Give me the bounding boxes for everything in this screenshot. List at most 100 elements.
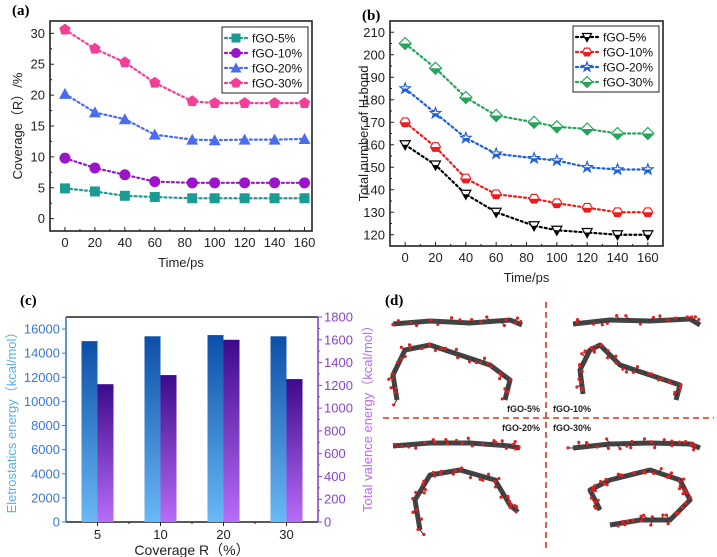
data-point [640,126,655,141]
x-tick-label: 10 [153,527,167,542]
data-point [458,90,473,105]
data-point [268,133,281,145]
data-point [610,126,625,141]
data-point [119,190,130,201]
y-tick-label: 200 [363,47,385,62]
data-point [148,128,161,140]
bar-eletrostatics [144,336,161,522]
data-point [429,142,442,152]
data-point [640,162,655,176]
legend: fGO-5%fGO-10%fGO-20%fGO-30% [572,25,660,93]
legend: fGO-5%fGO-10%fGO-20%fGO-30% [221,26,309,94]
data-point [428,61,443,76]
y-axis-label-left: Eletrostatics energy（kcal/mol） [4,326,19,514]
data-point [186,177,198,189]
x-tick-label: 40 [118,235,132,250]
panel-a-chart: 0 20 40 60 80 100 120 140 160 0 5 10 15 20 25 30 Time/ps… [10,20,316,270]
y-tick-label-right: 400 [324,469,346,484]
x-axis-label: Coverage R（%） [134,542,249,557]
data-point [399,117,411,128]
data-point [186,95,198,107]
data-point [299,177,311,189]
data-point [550,225,563,237]
data-point [239,193,250,204]
panel-b-chart: 0 20 40 60 80 100 120 140 160 120 130 140 150 160 170 1… [356,20,664,285]
data-point [187,193,198,204]
legend-marker [230,62,242,73]
x-tick-label: 140 [264,235,286,250]
legend-marker [231,33,241,43]
y-tick-label-right: 1400 [324,355,353,370]
data-point [59,152,71,164]
data-point [527,150,542,165]
molecule-5-curved [387,342,513,407]
snapshot-label-20: fGO-20% [502,423,540,433]
data-point [298,97,311,109]
data-point [489,108,504,123]
data-point [119,56,131,68]
data-point [528,193,540,204]
molecule-30-curved [587,467,693,528]
bar-eletrostatics [270,336,287,522]
x-tick-label: 0 [402,250,409,265]
y-tick-label: 170 [363,115,385,130]
data-point [490,207,503,219]
y-tick-label-right: 800 [324,423,346,438]
y-tick-label-left: 6000 [31,442,60,457]
x-tick-label: 20 [216,527,230,542]
bar-valence [223,339,240,522]
y-tick-label-left: 4000 [31,466,60,481]
data-point [458,130,473,144]
legend-label: fGO-30% [603,76,653,90]
data-point [89,186,100,197]
data-point [489,146,504,160]
data-point [527,115,541,130]
panel-c-chart: 5 10 20 30020004000600080001000012000140001… [4,310,375,557]
molecule-10-curved [575,342,683,401]
y-tick-label-right: 1600 [324,332,353,347]
data-point [269,177,281,189]
y-tick-label: 210 [363,25,385,40]
x-tick-label: 120 [576,250,598,265]
x-tick-label: 30 [279,527,293,542]
bar-eletrostatics [81,341,98,522]
molecule-10-flat [572,314,702,328]
data-point [239,177,251,189]
molecule-5-flat [391,315,523,328]
data-point [428,105,443,120]
data-point [611,230,624,241]
y-tick-label-left: 2000 [31,490,60,505]
y-tick-label-left: 14000 [24,346,60,361]
y-tick-label: 10 [31,149,45,164]
data-point [268,97,281,109]
y-tick-label-right: 1800 [324,310,353,325]
data-point [58,87,71,99]
data-point [580,122,595,136]
y-axis-label-right: Total valence energy（kcal/mol） [360,319,375,512]
data-point [238,97,251,109]
x-tick-label: 20 [428,250,442,265]
data-point [610,162,625,176]
y-tick-label-right: 0 [324,515,331,530]
molecule-20-curved [411,466,520,537]
y-axis-label: Total number of H-bond [356,66,371,202]
y-tick-label-right: 1200 [324,378,353,393]
legend-marker [230,77,242,88]
data-point [490,189,502,200]
y-tick-label: 140 [363,182,385,197]
data-point [119,169,131,181]
data-point [149,192,160,203]
x-tick-label: 160 [294,235,316,250]
data-point [59,183,70,194]
data-point [398,36,413,51]
y-tick-label: 5 [38,180,45,195]
panel-label-a: (a) [12,3,30,19]
series-line-fGO-5% [404,143,649,236]
data-point [208,134,221,146]
x-tick-label: 80 [519,250,533,265]
y-tick-label: 160 [363,137,385,152]
data-point [641,230,654,241]
series-line-fGO-20% [404,87,649,171]
molecule-20-flat [392,436,521,451]
x-axis-label: Time/ps [504,270,550,285]
